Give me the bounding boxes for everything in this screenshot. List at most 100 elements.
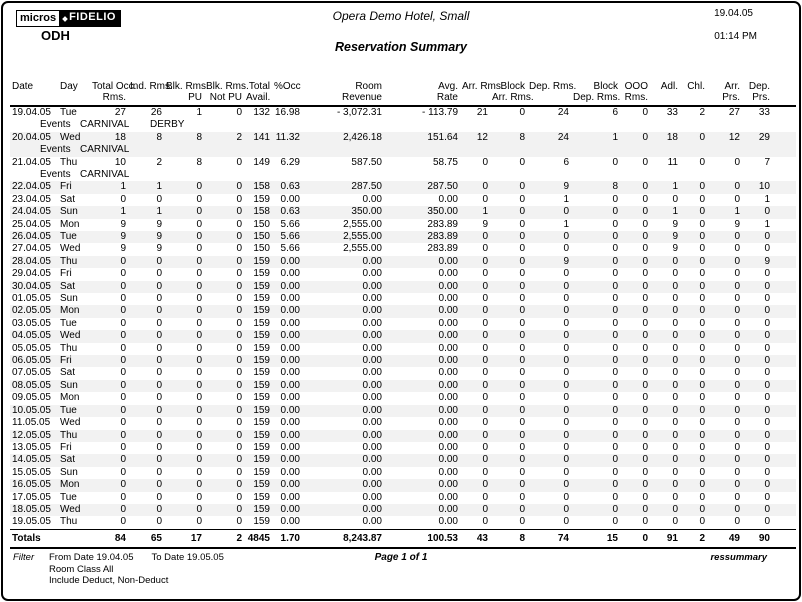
cell-pct_occ: 0.00 [280, 342, 300, 354]
cell-block_dep_rms: 0 [612, 342, 618, 354]
cell-total_occ_rms: 0 [120, 429, 126, 441]
filler-cell [774, 206, 796, 218]
cell-total_occ_rms: 0 [120, 305, 126, 317]
cell-pct_occ: 0.00 [280, 429, 300, 441]
date-row-27.04.05: 27.04.05 Wed 9 9 0 0 150 5.66 2,555.00 283.89 0 0 0 0… [10, 243, 796, 255]
date-row-30.04.05: 30.04.05 Sat 0 0 0 0 159 0.00 0.00 0.00 0 0 0 0 0 0 0 0 0 [10, 280, 796, 294]
event-name: CARNIVAL [80, 144, 130, 156]
date-cell: 27.04.05 [12, 243, 51, 255]
filler-cell [774, 355, 796, 367]
cell-ind_rms: 0 [156, 516, 162, 528]
cell-blk_rms_pu: 0 [196, 193, 202, 205]
cell-pct_occ: 0.00 [280, 392, 300, 404]
cell-room_revenue: 0.00 [362, 516, 382, 528]
day-cell: Sat [60, 454, 76, 466]
cell-block_dep_rms: 0 [612, 156, 618, 168]
cell-chl: 0 [699, 280, 705, 292]
cell-block_dep_rms: 0 [612, 491, 618, 503]
cell-blk_rms_pu: 8 [196, 131, 202, 143]
cell-blk_rms_pu: 0 [196, 317, 202, 329]
cell-blk_rms_not_pu: 0 [236, 218, 242, 230]
cell-block_arr_rms: 0 [519, 193, 525, 205]
total-total_avail: 4845 [246, 528, 274, 549]
cell-arr_prs: 0 [734, 491, 740, 503]
filler-cell [774, 417, 796, 429]
cell-pct_occ: 0.63 [280, 181, 300, 193]
cell-room_revenue: 0.00 [362, 491, 382, 503]
cell-blk_rms_not_pu: 0 [236, 206, 242, 218]
cell-total_occ_rms: 0 [120, 441, 126, 453]
cell-blk_rms_not_pu: 0 [236, 454, 242, 466]
day-cell: Tue [60, 231, 77, 243]
cell-arr_prs: 0 [734, 516, 740, 528]
cell-arr_rms: 0 [482, 392, 488, 404]
filler-cell [774, 442, 796, 454]
cell-ind_rms: 0 [156, 454, 162, 466]
date-row-12.05.05: 12.05.05 Thu 0 0 0 0 159 0.00 0.00 0.00 0 0 0 0 0 0 0 0 0 [10, 429, 796, 442]
cell-room_revenue: 0.00 [362, 305, 382, 317]
cell-avg_rate: 58.75 [432, 156, 458, 168]
cell-block_arr_rms: 0 [519, 231, 525, 243]
cell-avg_rate: 287.50 [427, 181, 458, 193]
cell-chl: 0 [699, 206, 705, 218]
cell-avg_rate: 0.00 [438, 255, 458, 267]
cell-total_avail: 159 [253, 454, 270, 466]
cell-blk_rms_not_pu: 0 [236, 417, 242, 429]
cell-adl: 1 [672, 206, 678, 218]
cell-block_arr_rms: 0 [519, 491, 525, 503]
cell-adl: 0 [672, 255, 678, 267]
cell-total_occ_rms: 18 [114, 131, 126, 143]
cell-room_revenue: 0.00 [362, 379, 382, 391]
cell-blk_rms_pu: 0 [196, 305, 202, 317]
cell-ind_rms: 0 [156, 330, 162, 342]
col-header-blk_rms_pu: Blk. Rms. PU [166, 81, 209, 107]
date-row-19.04.05: 19.04.05 Tue 27 26 1 0 132 16.98- 3,072.31- 113… [10, 106, 796, 119]
cell-blk_rms_not_pu: 0 [236, 156, 242, 168]
cell-arr_prs: 0 [734, 392, 740, 404]
cell-total_occ_rms: 0 [120, 330, 126, 342]
cell-ooo_rms: 0 [642, 454, 648, 466]
cell-dep_rms: 0 [563, 516, 569, 528]
cell-blk_rms_not_pu: 0 [236, 317, 242, 329]
cell-avg_rate: - 113.79 [422, 107, 458, 118]
report-title: Reservation Summary [334, 40, 467, 54]
cell-block_arr_rms: 0 [519, 218, 525, 230]
cell-block_dep_rms: 0 [612, 317, 618, 329]
cell-room_revenue: 2,555.00 [343, 243, 382, 255]
cell-adl: 0 [672, 479, 678, 491]
cell-total_occ_rms: 0 [120, 268, 126, 280]
date-cell: 29.04.05 [12, 268, 51, 280]
cell-arr_rms: 0 [482, 491, 488, 503]
cell-dep_prs: 0 [764, 379, 770, 391]
cell-arr_prs: 0 [734, 181, 740, 193]
cell-adl: 18 [666, 131, 678, 143]
filler-cell [774, 343, 796, 355]
cell-arr_rms: 9 [482, 218, 488, 230]
cell-block_arr_rms: 8 [519, 131, 525, 143]
cell-blk_rms_not_pu: 0 [236, 268, 242, 280]
cell-chl: 0 [699, 243, 705, 255]
cell-block_dep_rms: 8 [612, 181, 618, 193]
cell-total_avail: 159 [253, 503, 270, 515]
cell-total_avail: 150 [253, 243, 270, 255]
cell-ind_rms: 0 [156, 429, 162, 441]
cell-chl: 0 [699, 268, 705, 280]
cell-adl: 33 [666, 107, 678, 118]
filler-cell [774, 181, 796, 193]
cell-ind_rms: 0 [156, 355, 162, 367]
cell-ooo_rms: 0 [642, 491, 648, 503]
cell-ooo_rms: 0 [642, 441, 648, 453]
cell-dep_rms: 0 [563, 330, 569, 342]
date-row-14.05.05: 14.05.05 Sat 0 0 0 0 159 0.00 0.00 0.00 0 0 0 0 0 0 0 0 0 [10, 454, 796, 467]
cell-total_occ_rms: 0 [120, 317, 126, 329]
cell-pct_occ: 0.00 [280, 330, 300, 342]
cell-adl: 0 [672, 503, 678, 515]
cell-block_arr_rms: 0 [519, 255, 525, 267]
cell-total_avail: 159 [253, 268, 270, 280]
date-row-29.04.05: 29.04.05 Fri 0 0 0 0 159 0.00 0.00 0.00 0 0 0 0 0 0 0 0 0 [10, 268, 796, 280]
cell-total_avail: 159 [253, 404, 270, 416]
cell-total_avail: 159 [253, 255, 270, 267]
filter-to-date: To Date 19.05.05 [151, 552, 224, 563]
day-cell: Thu [60, 255, 78, 267]
cell-arr_prs: 0 [734, 243, 740, 255]
